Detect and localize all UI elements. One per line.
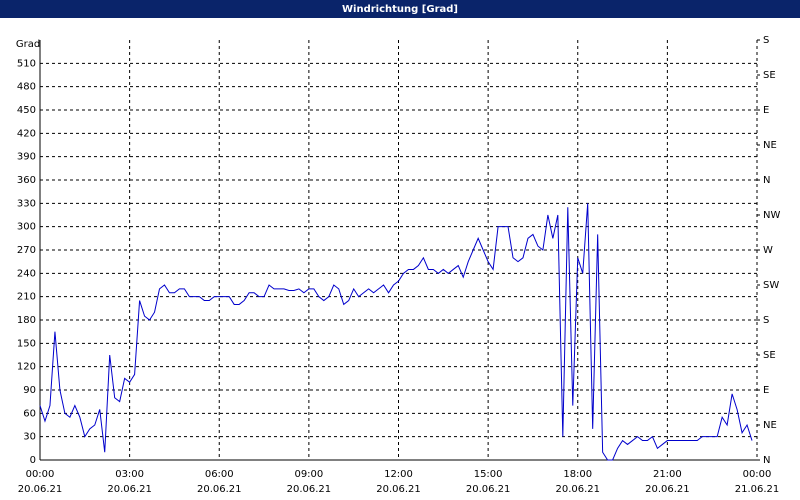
y2-tick-label: SE [763, 350, 776, 361]
y2-tick-label: S [763, 35, 769, 46]
y-tick-label: 300 [17, 222, 36, 233]
x-tick-label: 21:00 [653, 469, 682, 480]
y2-tick-label: E [763, 385, 769, 396]
y2-tick-label: SE [763, 70, 776, 81]
x-tick-label: 06:00 [205, 469, 234, 480]
x-tick-date: 20.06.21 [18, 484, 63, 495]
y2-tick-label: NE [763, 140, 777, 151]
x-tick-date: 20.06.21 [107, 484, 152, 495]
y2-tick-label: N [763, 455, 770, 466]
y-tick-label: 240 [17, 268, 36, 279]
x-tick-label: 18:00 [563, 469, 592, 480]
y-tick-label: 330 [17, 198, 36, 209]
y2-tick-label: NW [763, 210, 780, 221]
x-tick-label: 15:00 [474, 469, 503, 480]
y2-tick-label: E [763, 105, 769, 116]
y-tick-label: 150 [17, 338, 36, 349]
y-tick-label: 210 [17, 292, 36, 303]
y-tick-label: 60 [23, 408, 36, 419]
line-series [39, 203, 753, 461]
y2-tick-label: N [763, 175, 770, 186]
y2-tick-label: W [763, 245, 773, 256]
y-tick-label: 30 [23, 432, 36, 443]
chart-title: Windrichtung [Grad] [342, 4, 458, 15]
y-tick-label: 90 [23, 385, 36, 396]
y-tick-label: 480 [17, 82, 36, 93]
x-tick-label: 12:00 [384, 469, 413, 480]
y2-tick-label: SW [763, 280, 779, 291]
x-tick-label: 03:00 [115, 469, 144, 480]
y2-tick-label: NE [763, 420, 777, 431]
y-tick-label: 390 [17, 152, 36, 163]
y-tick-label: 120 [17, 362, 36, 373]
y-tick-label: 270 [17, 245, 36, 256]
x-tick-label: 09:00 [294, 469, 323, 480]
y-tick-label: 420 [17, 128, 36, 139]
y-tick-label: 180 [17, 315, 36, 326]
x-tick-date: 20.06.21 [197, 484, 242, 495]
y-tick-label: 450 [17, 105, 36, 116]
y2-tick-label: S [763, 315, 769, 326]
y-tick-label: 0 [30, 455, 36, 466]
x-tick-label: 00:00 [743, 469, 772, 480]
x-tick-label: 00:00 [26, 469, 55, 480]
x-tick-date: 20.06.21 [287, 484, 332, 495]
y-tick-label: 510 [17, 58, 36, 69]
x-tick-date: 20.06.21 [376, 484, 421, 495]
x-tick-date: 20.06.21 [645, 484, 690, 495]
y-axis-label: Grad [16, 39, 40, 50]
y-tick-label: 360 [17, 175, 36, 186]
x-tick-date: 20.06.21 [555, 484, 600, 495]
title-bar [0, 0, 800, 18]
x-tick-date: 20.06.21 [466, 484, 511, 495]
x-tick-date: 21.06.21 [735, 484, 780, 495]
